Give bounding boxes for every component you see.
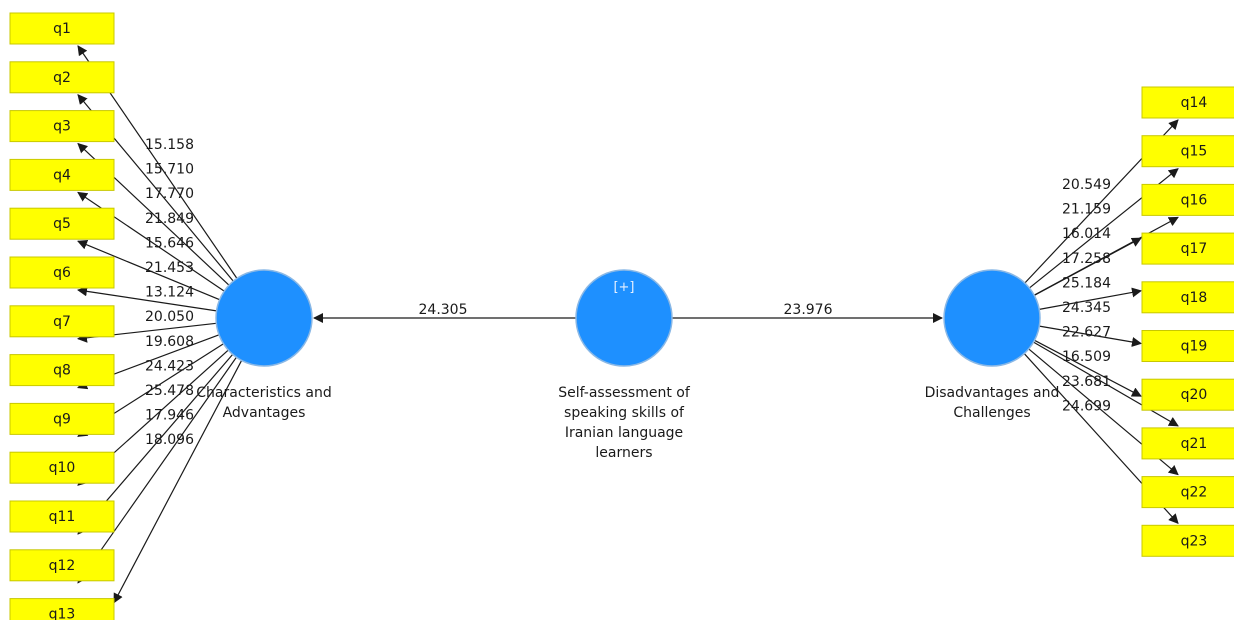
indicator-box-q7 — [9, 305, 115, 338]
indicator-box-q6 — [9, 256, 115, 289]
indicator-label-q18: q18 — [1181, 290, 1208, 306]
indicator-box-q13 — [9, 598, 115, 620]
indicator-box-q19 — [1141, 330, 1234, 362]
loading-value-right: 23.681 — [1062, 374, 1111, 390]
loading-value-left: 21.849 — [145, 211, 194, 227]
indicator-box-q12 — [9, 549, 115, 582]
loading-value-left: 17.770 — [145, 186, 194, 202]
indicator-label-q22: q22 — [1181, 485, 1208, 501]
indicator-label-q7: q7 — [53, 314, 71, 330]
indicator-label-q20: q20 — [1181, 387, 1208, 403]
indicator-box-q15 — [1141, 135, 1234, 168]
loading-line-q19 — [1039, 325, 1142, 347]
loading-value-left: 15.710 — [145, 162, 194, 178]
connector-layer — [77, 45, 1179, 604]
indicator-box-q2 — [9, 61, 115, 94]
loading-value-right: 20.549 — [1062, 177, 1111, 193]
indicator-box-q3 — [9, 110, 115, 143]
indicator-box-q23 — [1141, 524, 1234, 557]
path-coefficient-left: 24.305 — [419, 302, 468, 318]
loading-line-q5 — [77, 240, 220, 301]
indicator-label-q5: q5 — [53, 216, 71, 232]
label-layer: 24.305 23.976 15.158 15.710 17.770 21.849 15.6… — [145, 137, 1111, 461]
indicator-box-q5 — [9, 207, 115, 240]
loading-value-right: 25.184 — [1062, 275, 1111, 291]
construct-center-label: learners — [595, 445, 652, 461]
indicator-box-q18 — [1141, 281, 1234, 314]
indicator-label-q14: q14 — [1181, 95, 1208, 111]
loading-line-q18 — [1039, 287, 1142, 310]
construct-left[interactable] — [215, 269, 313, 367]
construct-center-badge: [+] — [613, 280, 634, 295]
loading-value-left: 13.124 — [145, 285, 194, 301]
indicator-box-q16 — [1141, 183, 1234, 216]
indicator-label-q10: q10 — [49, 460, 76, 476]
indicator-label-q21: q21 — [1181, 436, 1208, 452]
loading-value-right: 24.699 — [1062, 398, 1111, 414]
loading-value-right: 16.014 — [1062, 226, 1111, 242]
loading-value-right: 21.159 — [1062, 202, 1111, 218]
indicator-label-q6: q6 — [53, 265, 71, 281]
loading-line-q17 — [1034, 237, 1142, 296]
path-coefficient-right: 23.976 — [784, 302, 833, 318]
indicator-label-q17: q17 — [1181, 241, 1208, 257]
construct-center[interactable] — [575, 269, 673, 367]
indicator-box-q11 — [9, 500, 115, 533]
loading-value-left: 19.608 — [145, 334, 194, 350]
indicator-label-q12: q12 — [49, 558, 76, 574]
indicator-box-q20 — [1141, 378, 1234, 411]
construct-right[interactable] — [943, 269, 1041, 367]
indicator-box-q17 — [1141, 232, 1234, 265]
indicator-box-q1 — [9, 12, 115, 45]
loading-value-left: 24.423 — [145, 358, 194, 374]
construct-right-label: Challenges — [953, 405, 1030, 421]
indicator-label-q19: q19 — [1181, 339, 1208, 355]
indicator-box-q8 — [9, 354, 115, 387]
indicator-box-q9 — [9, 402, 115, 435]
indicator-box-q22 — [1141, 476, 1234, 509]
construct-center-label: Self-assessment of — [558, 385, 691, 401]
loading-value-right: 22.627 — [1062, 325, 1111, 341]
indicator-label-q15: q15 — [1181, 144, 1208, 160]
loading-line-q12 — [77, 356, 237, 584]
indicator-layer: q1 q2 q3 q4 q5 q6 q7 q8 q9 q10 q11 q12 q13 q14 q15 q16 q… — [9, 12, 1234, 620]
indicator-box-q4 — [9, 158, 115, 191]
loading-value-left: 17.946 — [145, 408, 194, 424]
indicator-label-q4: q4 — [53, 167, 71, 183]
indicator-label-q8: q8 — [53, 363, 71, 379]
loading-value-left: 25.478 — [145, 383, 194, 399]
indicator-label-q11: q11 — [49, 509, 76, 525]
construct-left-label: Characteristics and — [196, 385, 331, 401]
loading-line-q20 — [1034, 339, 1142, 397]
loading-value-left: 15.158 — [145, 137, 194, 153]
loading-value-right: 17.258 — [1062, 251, 1111, 267]
indicator-label-q3: q3 — [53, 119, 71, 135]
construct-center-label: speaking skills of — [564, 405, 685, 421]
indicator-label-q1: q1 — [53, 21, 71, 37]
loading-value-right: 16.509 — [1062, 349, 1111, 365]
construct-center-label: Iranian language — [565, 425, 683, 441]
loading-value-left: 18.096 — [145, 432, 194, 448]
indicator-label-q16: q16 — [1181, 192, 1208, 208]
indicator-box-q10 — [9, 451, 115, 484]
indicator-box-q14 — [1141, 86, 1234, 119]
construct-left-label: Advantages — [223, 405, 306, 421]
loading-value-right: 24.345 — [1062, 300, 1111, 316]
construct-right-label: Disadvantages and — [925, 385, 1060, 401]
indicator-box-q21 — [1141, 427, 1234, 460]
loading-line-q21 — [1033, 341, 1179, 427]
loading-value-left: 15.646 — [145, 235, 194, 251]
loading-value-left: 21.453 — [145, 260, 194, 276]
loading-line-q13 — [113, 360, 243, 604]
indicator-label-q9: q9 — [53, 411, 71, 427]
indicator-label-q13: q13 — [49, 607, 76, 620]
loading-line-q6 — [77, 286, 217, 312]
construct-layer: [+] — [215, 269, 1041, 367]
indicator-label-q2: q2 — [53, 70, 71, 86]
indicator-label-q23: q23 — [1181, 533, 1208, 549]
loading-value-left: 20.050 — [145, 309, 194, 325]
